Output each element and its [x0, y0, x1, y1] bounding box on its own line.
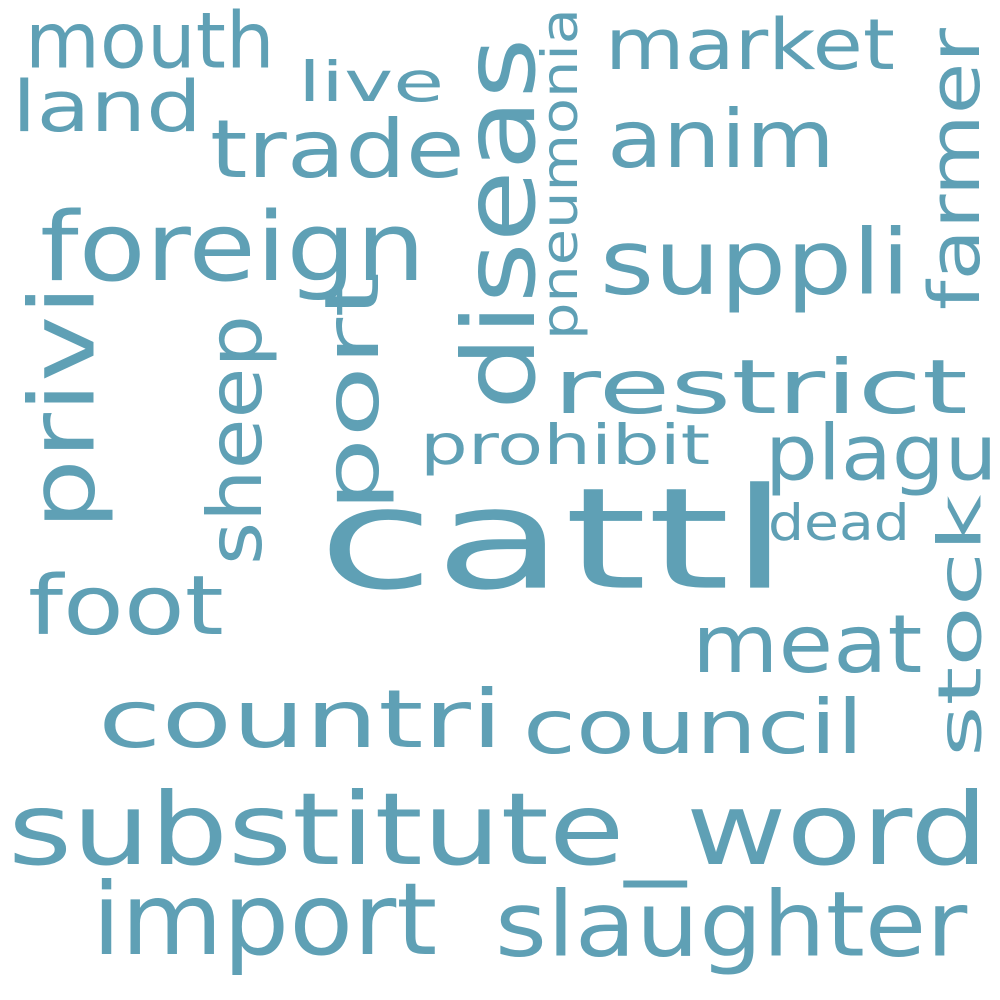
word-restrict: restrict	[553, 343, 968, 431]
word-import: import	[92, 861, 438, 978]
word-live: live	[298, 50, 445, 115]
word-plagu: plagu	[765, 408, 998, 499]
word-mouth: mouth	[25, 0, 275, 87]
word-slaughter: slaughter	[495, 871, 968, 978]
word-market: market	[605, 3, 895, 86]
word-farmer: farmer	[913, 28, 996, 310]
word-stock: stock	[924, 494, 995, 757]
word-countri: countri	[98, 672, 504, 767]
word-cattl: cattl	[318, 457, 789, 622]
word-foreign: foreign	[40, 191, 426, 303]
word-port: port	[308, 272, 396, 512]
word-anim: anim	[607, 92, 835, 187]
word-council: council	[523, 683, 864, 771]
word-dead: dead	[768, 493, 910, 552]
word-trade: trade	[210, 102, 465, 197]
word-foot: foot	[28, 557, 224, 654]
word-prohibit: prohibit	[420, 413, 711, 478]
word-substitute-word: substitute_word	[8, 771, 989, 888]
word-sheep: sheep	[191, 314, 279, 565]
word-privi: privi	[9, 284, 116, 530]
word-meat: meat	[692, 597, 923, 692]
word-land: land	[12, 65, 202, 148]
word-pneumonia: pneumonia	[530, 8, 590, 340]
word-suppli: suppli	[600, 209, 910, 316]
